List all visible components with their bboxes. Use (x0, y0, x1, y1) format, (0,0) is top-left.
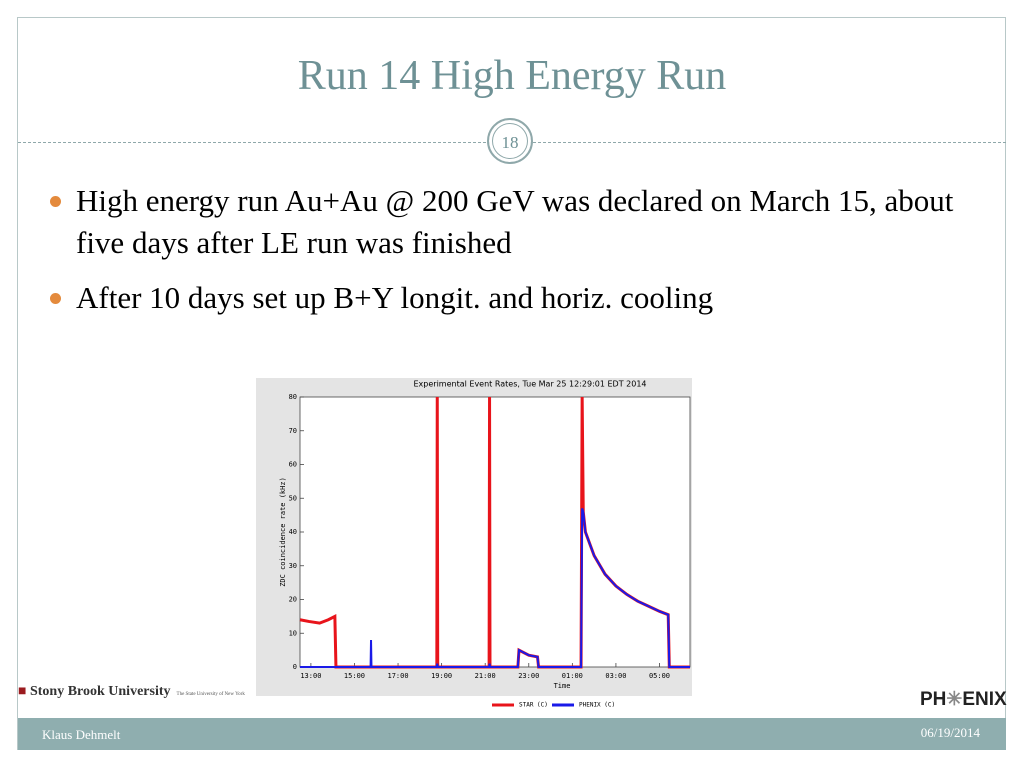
university-logo: ■ Stony Brook University The State Univer… (18, 684, 245, 699)
footer-date: 06/19/2014 (920, 725, 980, 740)
chart-title: Experimental Event Rates, Tue Mar 25 12:… (414, 380, 647, 389)
plot-area (299, 396, 691, 668)
page-number: 18 (487, 118, 533, 164)
series-line (300, 508, 690, 668)
y-tick-label: 30 (289, 562, 297, 570)
x-tick-label: 05:00 (649, 672, 670, 680)
y-tick-label: 70 (289, 427, 297, 435)
x-tick-label: 23:00 (518, 672, 539, 680)
y-tick-label: 60 (289, 461, 297, 469)
logo-text: PH (920, 689, 947, 710)
y-tick-label: 40 (289, 528, 297, 536)
legend-label: STAR (C) (519, 702, 548, 709)
experiment-logo: PH✳ENIX (920, 689, 1007, 710)
x-axis-label: Time (554, 682, 571, 690)
x-tick-label: 19:00 (431, 672, 452, 680)
logo-text: ENIX (962, 689, 1007, 710)
x-tick-label: 01:00 (562, 672, 583, 680)
y-tick-label: 0 (293, 663, 297, 671)
y-tick-label: 80 (289, 393, 297, 401)
y-tick-label: 10 (289, 629, 297, 637)
bullet: High energy run Au+Au @ 200 GeV was decl… (46, 180, 986, 264)
x-tick-label: 21:00 (475, 672, 496, 680)
x-tick-label: 15:00 (344, 672, 365, 680)
y-axis-label: ZDC coincidence rate (kHz) (279, 477, 287, 587)
slide-title: Run 14 High Energy Run (297, 53, 727, 99)
footer-author: Klaus Dehmelt (42, 727, 121, 742)
university-sub: The State University of New York (176, 692, 245, 697)
y-tick-label: 20 (289, 596, 297, 604)
y-tick-label: 50 (289, 494, 297, 502)
x-tick-label: 13:00 (300, 672, 321, 680)
bullet: After 10 days set up B+Y longit. and hor… (46, 277, 986, 319)
university-name: Stony Brook University (29, 684, 171, 699)
bullet-list: High energy run Au+Au @ 200 GeV was decl… (46, 180, 986, 332)
x-tick-label: 17:00 (388, 672, 409, 680)
legend-label: PHENIX (C) (579, 702, 615, 709)
footer: Klaus Dehmelt 06/19/2014 (18, 718, 1006, 750)
x-tick-label: 03:00 (605, 672, 626, 680)
chart: Experimental Event Rates, Tue Mar 25 12:… (256, 378, 836, 708)
